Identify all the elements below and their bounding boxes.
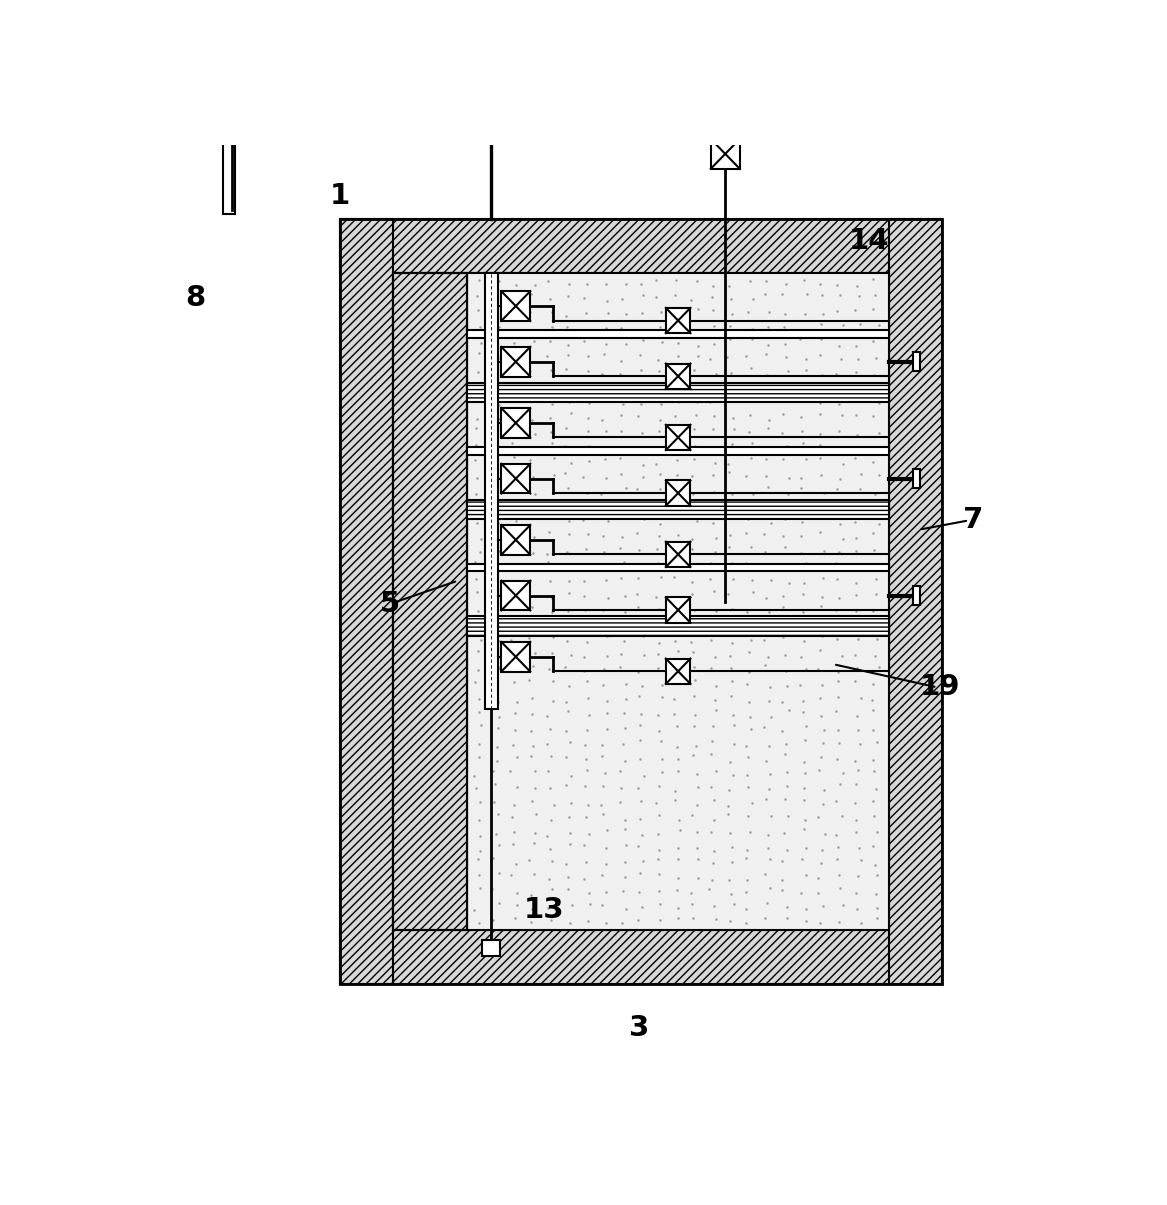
Bar <box>666 364 691 389</box>
Bar <box>711 139 740 169</box>
Text: 8: 8 <box>186 283 205 312</box>
Bar <box>341 219 942 272</box>
Bar <box>341 219 393 984</box>
Bar <box>467 383 889 402</box>
Bar <box>502 464 530 494</box>
Bar <box>502 525 530 554</box>
Bar <box>889 219 942 984</box>
Bar <box>467 500 889 519</box>
Bar <box>393 272 467 930</box>
Bar <box>666 542 691 568</box>
Bar <box>666 425 691 449</box>
Bar <box>913 587 920 605</box>
Text: 14: 14 <box>850 227 889 255</box>
Bar <box>467 447 889 454</box>
Bar <box>467 330 889 337</box>
Text: 7: 7 <box>963 506 984 534</box>
Text: 19: 19 <box>920 674 960 701</box>
Bar <box>485 272 497 709</box>
Bar <box>666 659 691 684</box>
Bar <box>666 598 691 623</box>
Bar <box>467 617 889 636</box>
Bar <box>341 930 942 984</box>
Bar <box>502 408 530 437</box>
Bar <box>502 581 530 611</box>
Text: 13: 13 <box>524 897 564 924</box>
Bar <box>913 470 920 488</box>
Bar <box>666 308 691 333</box>
Bar <box>393 272 467 930</box>
Bar <box>666 481 691 506</box>
Bar <box>913 352 920 371</box>
Bar <box>482 940 501 957</box>
Text: 3: 3 <box>629 1013 649 1042</box>
Bar <box>502 642 530 671</box>
Bar <box>341 219 942 984</box>
Text: 1: 1 <box>330 182 350 210</box>
Bar <box>502 347 530 376</box>
Text: 5: 5 <box>380 590 400 618</box>
Bar <box>467 564 889 571</box>
Bar <box>467 272 889 930</box>
Bar <box>502 292 530 321</box>
